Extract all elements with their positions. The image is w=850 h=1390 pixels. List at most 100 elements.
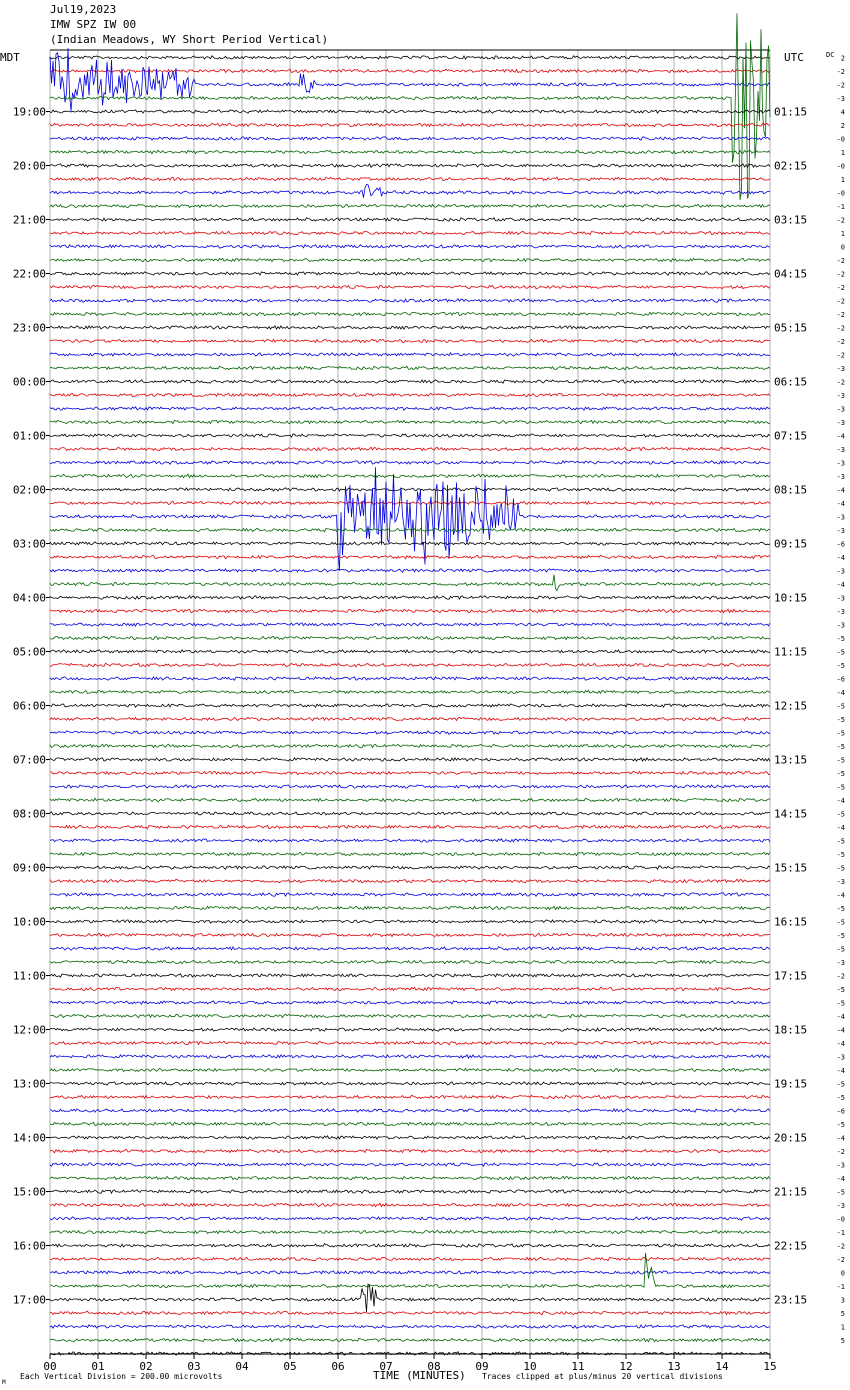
dc-offset-value: -5 — [837, 919, 845, 927]
dc-offset-value: -2 — [837, 311, 845, 319]
trace-row — [50, 824, 771, 830]
trace-row — [49, 230, 771, 236]
dc-offset-value: -3 — [837, 878, 845, 886]
left-hour-label: 19:00 — [13, 106, 46, 119]
dc-offset-value: -3 — [837, 622, 845, 630]
dc-offset-value: -5 — [837, 811, 845, 819]
trace-row — [49, 986, 771, 992]
dc-offset-value: -0 — [837, 1216, 845, 1224]
dc-offset-value: -2 — [837, 1148, 845, 1156]
dc-offset-value: -2 — [837, 973, 845, 981]
dc-offset-value: -6 — [837, 541, 845, 549]
dc-offset-value: -5 — [837, 1189, 845, 1197]
trace-row — [49, 1148, 771, 1154]
dc-offset-value: -4 — [837, 1175, 845, 1183]
dc-offset-value: -3 — [837, 1162, 845, 1170]
trace-row — [49, 473, 771, 479]
dc-offset-value: -5 — [837, 865, 845, 873]
dc-offset-value: -5 — [837, 770, 845, 778]
right-hour-label: 10:15 — [774, 592, 807, 605]
trace-row — [49, 716, 771, 722]
dc-offset-value: -2 — [837, 271, 845, 279]
left-hour-label: 06:00 — [13, 700, 46, 713]
dc-offset-value: -4 — [837, 581, 845, 589]
right-hour-label: 11:15 — [774, 646, 807, 659]
dc-offset-value: -3 — [837, 460, 845, 468]
dc-offset-value: -4 — [837, 554, 845, 562]
trace-row — [49, 932, 771, 938]
left-hour-label: 23:00 — [13, 322, 46, 335]
left-hour-label: 10:00 — [13, 916, 46, 929]
trace-row — [49, 1054, 771, 1060]
dc-offset-value: -4 — [837, 689, 845, 697]
trace-row — [49, 1094, 771, 1100]
dc-offset-value: -2 — [837, 284, 845, 292]
right-hour-label: 06:15 — [774, 376, 807, 389]
dc-offset-value: -5 — [837, 743, 845, 751]
right-time-labels: 01:15 02:15 03:15 04:15 05:15 06:15 07:15 08:15… — [774, 106, 807, 1307]
left-hour-label: 12:00 — [13, 1024, 46, 1037]
x-tick-label: 07 — [379, 1360, 392, 1373]
dc-offset-value: 2 — [841, 55, 845, 63]
dc-offset-value: -2 — [837, 257, 845, 265]
station-title: IMW SPZ IW 00 — [50, 18, 137, 31]
trace-row — [49, 568, 771, 573]
trace-row — [49, 379, 771, 384]
dc-offset-value: -4 — [837, 500, 845, 508]
trace-row — [49, 311, 771, 317]
dc-offset-value: 1 — [841, 1324, 845, 1332]
dc-offset-value: -3 — [837, 595, 845, 603]
trace-row — [49, 1283, 771, 1313]
right-hour-label: 03:15 — [774, 214, 807, 227]
left-hour-label: 05:00 — [13, 646, 46, 659]
left-hour-label: 00:00 — [13, 376, 46, 389]
dc-offset-value: -3 — [837, 608, 845, 616]
dc-offset-value: -2 — [837, 1256, 845, 1264]
dc-offset-value: -4 — [837, 487, 845, 495]
trace-row — [49, 284, 771, 290]
trace-row — [49, 1252, 771, 1289]
left-zone-label: MDT — [0, 51, 20, 64]
right-hour-label: 21:15 — [774, 1186, 807, 1199]
trace-row — [49, 635, 771, 641]
dc-offset-value: -4 — [837, 797, 845, 805]
dc-offset-value: -6 — [837, 1108, 845, 1116]
dc-offset-value: -2 — [837, 1243, 845, 1251]
trace-row — [49, 757, 771, 762]
trace-row — [49, 662, 771, 668]
trace-row — [49, 838, 771, 843]
x-tick-label: 10 — [523, 1360, 536, 1373]
right-hour-label: 22:15 — [774, 1240, 807, 1253]
clip-note: Traces clipped at plus/minus 20 vertical… — [482, 1372, 723, 1381]
dc-offset-value: -0 — [837, 163, 845, 171]
right-hour-label: 14:15 — [774, 808, 807, 821]
dc-offset-value: -5 — [837, 1094, 845, 1102]
right-hour-label: 13:15 — [774, 754, 807, 767]
dc-offset-value: -5 — [837, 716, 845, 724]
right-hour-label: 23:15 — [774, 1294, 807, 1307]
dc-offset-value: 5 — [841, 1310, 845, 1318]
x-tick-label: 04 — [235, 1360, 249, 1373]
trace-row — [49, 1040, 771, 1046]
trace-row — [49, 743, 771, 749]
dc-offset-value: -3 — [837, 419, 845, 427]
x-tick-label: 12 — [619, 1360, 632, 1373]
dc-offset-value: 3 — [841, 1297, 845, 1305]
left-hour-label: 16:00 — [13, 1240, 46, 1253]
dc-offset-value: -0 — [837, 190, 845, 198]
x-tick-label: 00 — [43, 1360, 56, 1373]
left-hour-label: 13:00 — [13, 1078, 46, 1091]
trace-row — [49, 48, 771, 112]
dc-offset-value: -1 — [837, 1283, 845, 1291]
trace-row — [49, 1243, 771, 1248]
dc-offset-value: -3 — [837, 1054, 845, 1062]
scale-note: Each Vertical Division = 200.00 microvol… — [20, 1372, 222, 1381]
trace-row — [49, 1135, 771, 1140]
left-hour-label: 09:00 — [13, 862, 46, 875]
dc-offset-value: -5 — [837, 703, 845, 711]
trace-row — [49, 892, 771, 897]
dc-offset-value: -5 — [837, 635, 845, 643]
trace-row — [49, 1081, 771, 1086]
trace-row — [49, 325, 771, 331]
left-hour-label: 14:00 — [13, 1132, 46, 1145]
